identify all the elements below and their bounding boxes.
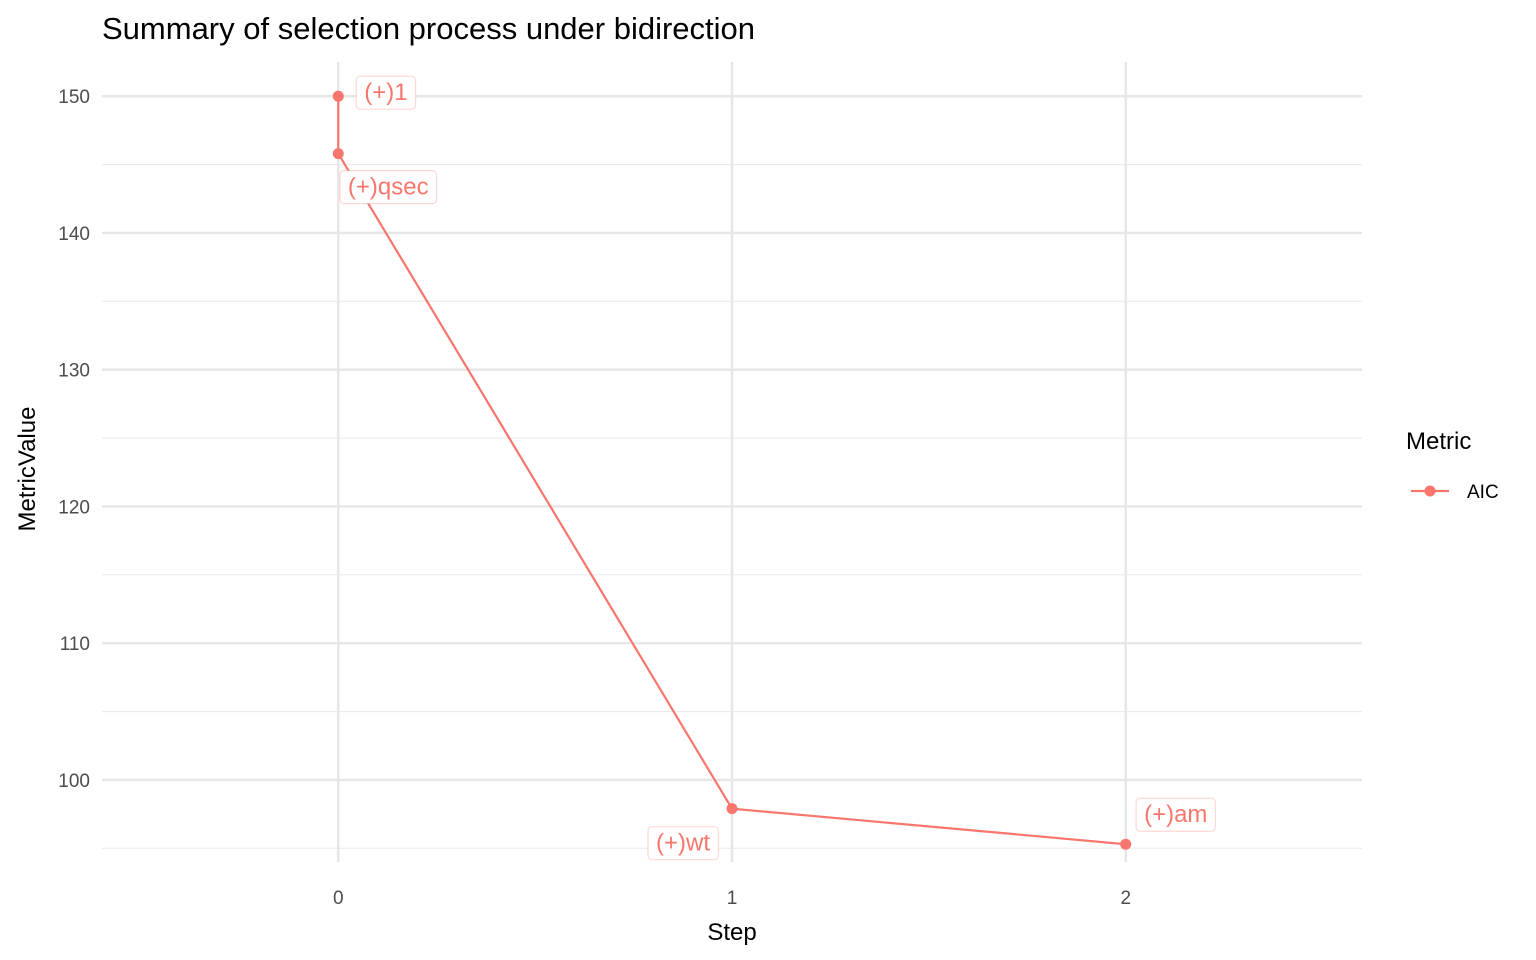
annotation-box — [647, 826, 719, 861]
annotation-box — [1135, 797, 1217, 832]
annotation-label: (+)am — [1144, 801, 1207, 828]
grid-major — [102, 62, 1362, 862]
data-point — [726, 803, 738, 815]
x-axis-title: Step — [707, 919, 756, 946]
annotation-label: (+)qsec — [348, 174, 429, 201]
series-layer — [332, 90, 1132, 850]
x-tick-label: 2 — [1120, 888, 1131, 909]
data-point — [332, 148, 344, 160]
legend-item-aic: AIC — [1411, 482, 1499, 503]
point-annotation: (+)am — [1135, 797, 1217, 832]
annotation-box — [355, 75, 417, 110]
y-axis-ticks: 100 110 120 130 140 150 — [58, 87, 90, 792]
legend-label: AIC — [1467, 482, 1499, 503]
series-line-aic — [337, 96, 1126, 846]
annotations: (+)1 (+)qsec (+)wt (+)am — [339, 75, 1217, 861]
annotation-box — [339, 170, 438, 205]
legend-title: Metric — [1406, 428, 1471, 455]
y-tick-label: 140 — [58, 224, 90, 245]
y-tick-label: 120 — [58, 497, 90, 518]
point-annotation: (+)1 — [355, 75, 417, 110]
legend: Metric AIC — [1406, 428, 1499, 503]
data-point — [1120, 838, 1132, 850]
y-axis-title: MetricValue — [14, 407, 41, 532]
x-tick-label: 1 — [727, 888, 738, 909]
point-annotation: (+)wt — [647, 826, 719, 861]
legend-items: AIC — [1411, 482, 1499, 503]
y-tick-label: 150 — [58, 87, 90, 108]
x-axis-ticks: 0 1 2 — [333, 888, 1131, 909]
data-point — [332, 90, 344, 102]
chart-title: Summary of selection process under bidir… — [102, 11, 755, 46]
annotation-label: (+)1 — [364, 79, 407, 106]
y-tick-label: 100 — [58, 771, 90, 792]
y-tick-label: 110 — [60, 634, 90, 655]
legend-key-point — [1424, 485, 1436, 497]
annotation-label: (+)wt — [656, 830, 710, 857]
y-tick-label: 130 — [58, 361, 90, 382]
x-tick-label: 0 — [333, 888, 344, 909]
point-annotation: (+)qsec — [339, 170, 438, 205]
